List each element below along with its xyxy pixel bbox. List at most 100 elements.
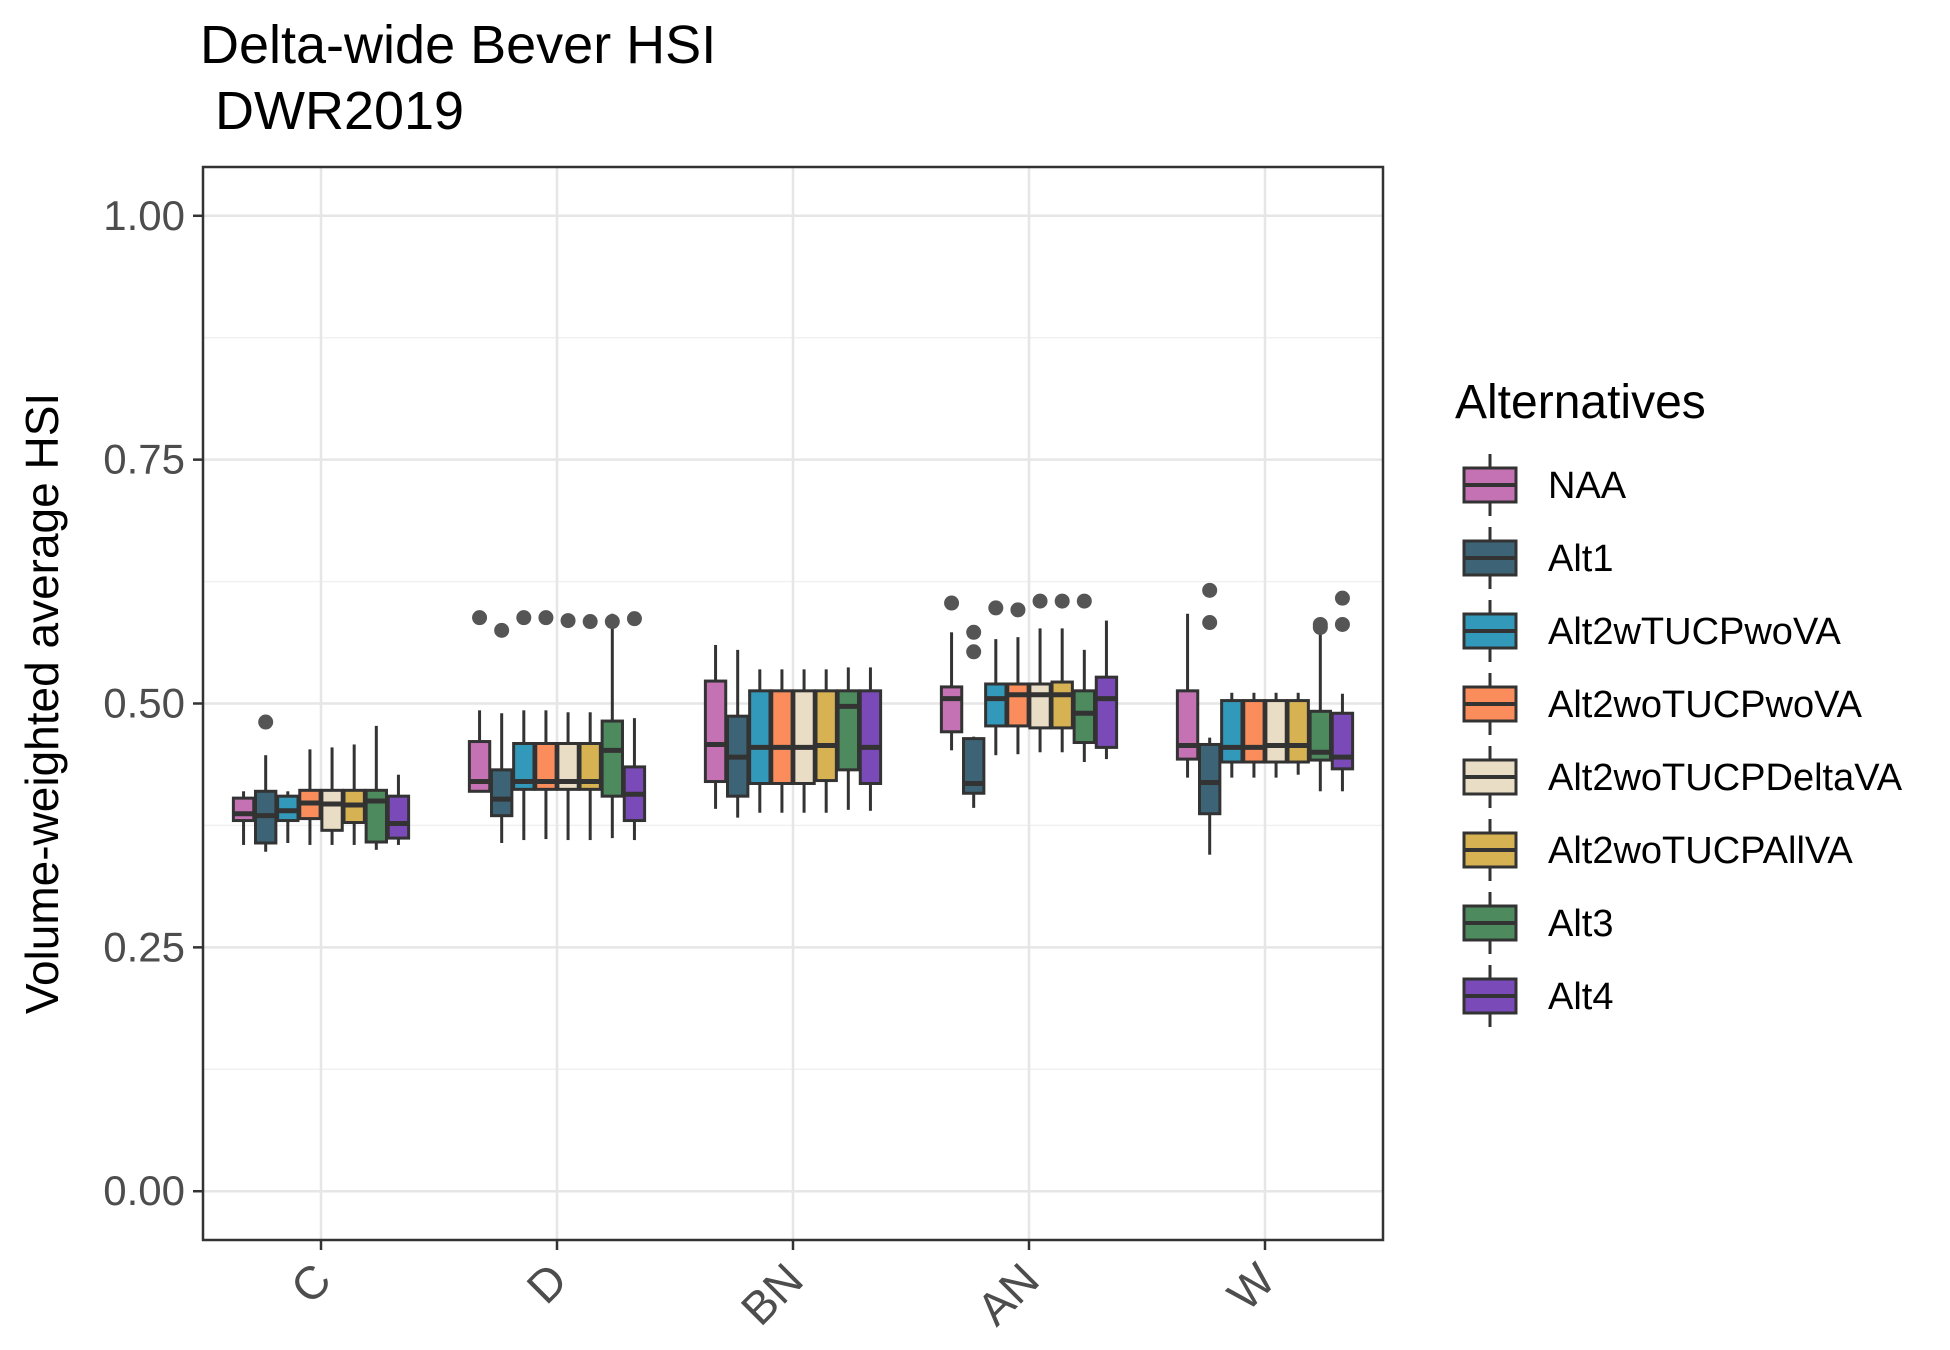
outlier-point: [1010, 602, 1026, 618]
box-iqr: [748, 689, 772, 785]
box-iqr: [962, 737, 986, 795]
box-Alt2woTUCPAllVA-BN: [814, 669, 838, 813]
outlier-point: [1334, 590, 1350, 606]
legend-label: Alt4: [1548, 976, 1613, 1018]
box-iqr: [490, 768, 514, 818]
legend-label: Alt2woTUCPAllVA: [1548, 830, 1853, 872]
box-Alt2woTUCPAllVA-W: [1286, 692, 1310, 775]
box-Alt2wTUCPwoVA-C: [276, 791, 300, 843]
box-Alt3-BN: [836, 667, 860, 810]
outlier-point: [538, 610, 554, 626]
legend-item-Alt1: Alt1: [1462, 527, 1613, 589]
box-iqr: [1286, 699, 1310, 764]
legend-item-Alt3: Alt3: [1462, 892, 1613, 954]
box-Alt2woTUCPwoVA-BN: [770, 669, 794, 813]
outlier-point: [1202, 582, 1218, 598]
box-iqr: [1072, 689, 1096, 745]
y-tick-label: 0.50: [103, 680, 185, 727]
chart-subtitle: DWR2019: [215, 81, 465, 141]
legend-item-Alt2woTUCPDeltaVA: Alt2woTUCPDeltaVA: [1462, 746, 1903, 808]
box-Alt1-AN: [962, 624, 986, 808]
legend-title: Alternatives: [1455, 376, 1706, 429]
x-tick-label: W: [1217, 1253, 1285, 1321]
box-iqr: [1220, 699, 1244, 764]
box-iqr: [600, 719, 624, 798]
box-iqr: [770, 689, 794, 785]
box-iqr: [858, 689, 883, 785]
box-iqr: [320, 788, 344, 832]
box-iqr: [386, 794, 411, 840]
y-tick-label: 0.00: [103, 1167, 185, 1214]
box-Alt2woTUCPwoVA-AN: [1006, 602, 1030, 755]
outlier-point: [494, 622, 510, 638]
legend-label: Alt2woTUCPwoVA: [1548, 684, 1863, 726]
box-Alt2woTUCPDeltaVA-D: [556, 613, 580, 841]
box-iqr: [231, 796, 256, 823]
y-axis-label: Volume-weighted average HSI: [16, 393, 68, 1014]
outlier-point: [1312, 616, 1328, 632]
outlier-point: [944, 595, 960, 611]
box-iqr: [1198, 742, 1222, 816]
box-iqr: [1175, 689, 1200, 761]
y-tick-label: 0.25: [103, 923, 185, 970]
y-tick-label: 0.75: [103, 436, 185, 483]
box-NAA-C: [231, 791, 256, 845]
box-Alt2wTUCPwoVA-W: [1220, 692, 1244, 778]
box-Alt3-C: [364, 725, 388, 850]
legend: Alternatives NAA Alt1 Alt2wTUCPwoVA Alt2woTU…: [1455, 376, 1903, 1027]
outlier-point: [988, 600, 1004, 616]
box-Alt2woTUCPDeltaVA-C: [320, 747, 344, 845]
box-iqr: [1028, 682, 1052, 730]
box-iqr: [836, 689, 860, 772]
legend-label: Alt2woTUCPDeltaVA: [1548, 757, 1903, 799]
outlier-point: [1334, 616, 1350, 632]
box-Alt3-W: [1308, 616, 1332, 792]
box-iqr: [578, 741, 602, 791]
x-tick-label: C: [281, 1253, 341, 1313]
legend-item-Alt4: Alt4: [1462, 965, 1613, 1027]
box-Alt3-D: [600, 613, 624, 839]
box-NAA-D: [467, 610, 492, 793]
box-NAA-W: [1175, 613, 1200, 778]
box-Alt2woTUCPDeltaVA-W: [1264, 692, 1288, 778]
box-iqr: [1094, 675, 1119, 749]
legend-item-Alt2woTUCPAllVA: Alt2woTUCPAllVA: [1462, 819, 1853, 881]
outlier-point: [966, 644, 982, 660]
box-iqr: [792, 689, 816, 785]
outlier-point: [1032, 593, 1048, 609]
x-tick-label: D: [517, 1253, 577, 1313]
box-iqr: [364, 788, 388, 844]
outlier-point: [472, 610, 488, 626]
box-Alt1-W: [1198, 582, 1222, 855]
box-Alt2woTUCPwoVA-W: [1242, 692, 1266, 778]
box-Alt1-D: [490, 622, 514, 843]
box-Alt2woTUCPAllVA-AN: [1050, 593, 1074, 753]
box-Alt2woTUCPwoVA-C: [298, 749, 322, 845]
box-series: [231, 582, 1355, 855]
outlier-point: [258, 714, 274, 730]
box-iqr: [1330, 711, 1355, 771]
outlier-point: [626, 611, 642, 627]
box-Alt2woTUCPDeltaVA-AN: [1028, 593, 1052, 753]
x-tick-label: BN: [731, 1253, 813, 1335]
box-Alt2wTUCPwoVA-D: [512, 610, 536, 841]
box-iqr: [984, 682, 1008, 728]
chart-title: Delta-wide Bever HSI: [200, 15, 717, 75]
box-iqr: [512, 741, 536, 791]
box-Alt2woTUCPDeltaVA-BN: [792, 669, 816, 813]
legend-label: Alt2wTUCPwoVA: [1548, 611, 1841, 653]
box-NAA-AN: [939, 595, 964, 751]
legend-label: Alt1: [1548, 538, 1613, 580]
legend-item-NAA: NAA: [1462, 454, 1627, 516]
box-Alt2woTUCPwoVA-D: [534, 610, 558, 840]
box-iqr: [1242, 699, 1266, 764]
outlier-point: [604, 614, 620, 630]
box-Alt1-C: [254, 714, 278, 852]
outlier-point: [516, 610, 532, 626]
box-iqr: [1050, 680, 1074, 730]
box-iqr: [1264, 699, 1288, 764]
box-Alt2wTUCPwoVA-AN: [984, 600, 1008, 756]
y-tick-label: 1.00: [103, 192, 185, 239]
outlier-point: [582, 614, 598, 630]
